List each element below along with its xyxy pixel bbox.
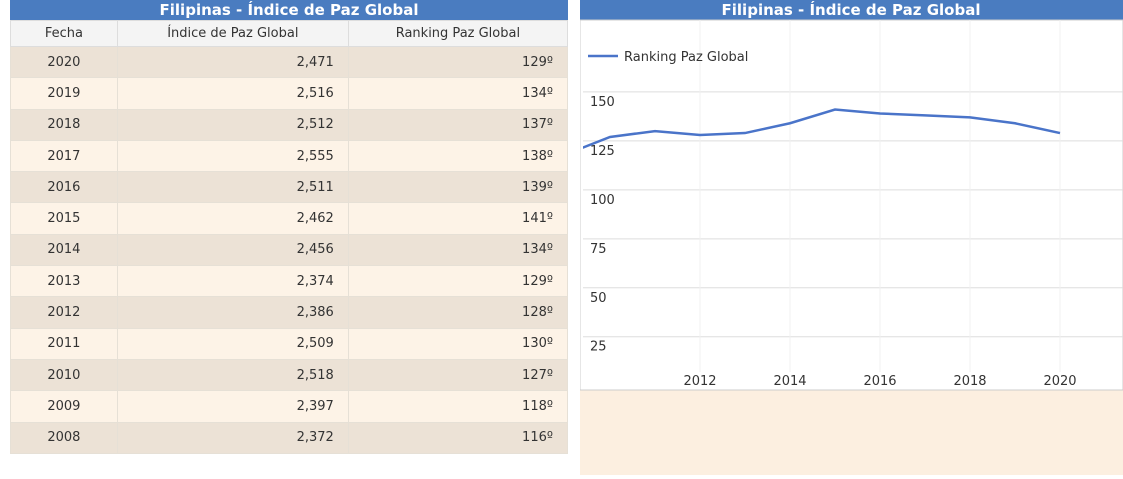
x-tick-label: 2018 (953, 374, 986, 389)
table-cell: 2,555 (116, 139, 349, 173)
line-series (583, 108, 1061, 149)
header-row: Fecha Índice de Paz Global Ranking Paz Glo… (10, 20, 569, 47)
x-tick-label: 2016 (863, 374, 896, 389)
table-row: 2015 2,462 141º (10, 202, 569, 235)
table-body: 2020 2,471 129º 2019 2,516 134º 2018 2,512 137º 2… (10, 45, 569, 454)
table-cell: 129º (347, 45, 569, 79)
table-cell: 2,374 (116, 265, 349, 298)
table-cell: 2,456 (116, 233, 349, 267)
table-row: 2019 2,516 134º (10, 77, 569, 110)
table-row: 2018 2,512 137º (10, 108, 569, 141)
table-cell: 118º (347, 390, 569, 423)
table-cell: 116º (347, 421, 569, 454)
table-row: 2012 2,386 128º (10, 296, 569, 329)
x-tick-label: 2012 (683, 374, 716, 389)
table-row: 2016 2,511 139º (10, 171, 569, 204)
table-cell: 2,471 (116, 45, 349, 79)
table-cell: 134º (347, 233, 569, 267)
chart-panel: Filipinas - Índice de Paz Global 25 50 75 1… (579, 0, 1123, 475)
table-cell: 2,372 (116, 421, 349, 454)
table-row: 2008 2,372 116º (10, 421, 569, 454)
table-cell: 2,397 (116, 390, 349, 423)
table-cell: 134º (347, 77, 569, 110)
table-cell: 129º (347, 265, 569, 298)
y-tick-label: 150 (590, 95, 615, 110)
table-cell: 138º (347, 139, 569, 173)
table-cell: 2,509 (116, 327, 349, 360)
table-cell: 2018 (10, 108, 118, 141)
plot-background (579, 19, 1123, 391)
table-cell: 2017 (10, 139, 118, 173)
table-cell: 128º (347, 296, 569, 329)
table-cell: 127º (347, 358, 569, 392)
table-row: 2010 2,518 127º (10, 358, 569, 392)
table-row: 2014 2,456 134º (10, 233, 569, 267)
table-cell: 141º (347, 202, 569, 235)
table-cell: 2,518 (116, 358, 349, 392)
column-header: Ranking Paz Global (347, 20, 569, 47)
table-cell: 2020 (10, 45, 118, 79)
y-tick-label: 50 (590, 291, 607, 306)
table-cell: 2012 (10, 296, 118, 329)
chart-title: Filipinas - Índice de Paz Global (722, 0, 981, 19)
table-cell: 139º (347, 171, 569, 204)
y-tick-label: 75 (590, 242, 607, 257)
title-bar (580, 0, 1123, 20)
table-row: 2013 2,374 129º (10, 265, 569, 298)
table-row: 2009 2,397 118º (10, 390, 569, 423)
table-cell: 2010 (10, 358, 118, 392)
table-cell: 130º (347, 327, 569, 360)
y-tick-label: 100 (590, 193, 615, 208)
column-header: Fecha (10, 20, 118, 47)
table-cell: 2,516 (116, 77, 349, 110)
x-tick-label: 2014 (773, 374, 806, 389)
table-cell: 2,386 (116, 296, 349, 329)
data-table: Filipinas - Índice de Paz Global Fecha Ín… (10, 0, 569, 454)
table-cell: 2016 (10, 171, 118, 204)
table-row: 2017 2,555 138º (10, 139, 569, 173)
y-tick-label: 125 (590, 144, 615, 159)
table-cell: 2015 (10, 202, 118, 235)
table-cell: 2013 (10, 265, 118, 298)
table-cell: 2011 (10, 327, 118, 360)
table-row: 2011 2,509 130º (10, 327, 569, 360)
table-cell: 2009 (10, 390, 118, 423)
table-cell: 2,462 (116, 202, 349, 235)
chart: Filipinas - Índice de Paz Global 25 50 75 1… (579, 0, 1123, 391)
table-cell: 2019 (10, 77, 118, 110)
column-header: Índice de Paz Global (116, 20, 349, 47)
table-cell: 2,512 (116, 108, 349, 141)
table-cell: 2008 (10, 421, 118, 454)
y-tick-label: 25 (590, 340, 607, 355)
table-row: 2020 2,471 129º (10, 45, 569, 79)
legend-label: Ranking Paz Global (624, 50, 748, 65)
table-cell: 2,511 (116, 171, 349, 204)
table-cell: 137º (347, 108, 569, 141)
x-tick-label: 2020 (1043, 374, 1076, 389)
table-title: Filipinas - Índice de Paz Global (10, 0, 568, 20)
table-cell: 2014 (10, 233, 118, 267)
